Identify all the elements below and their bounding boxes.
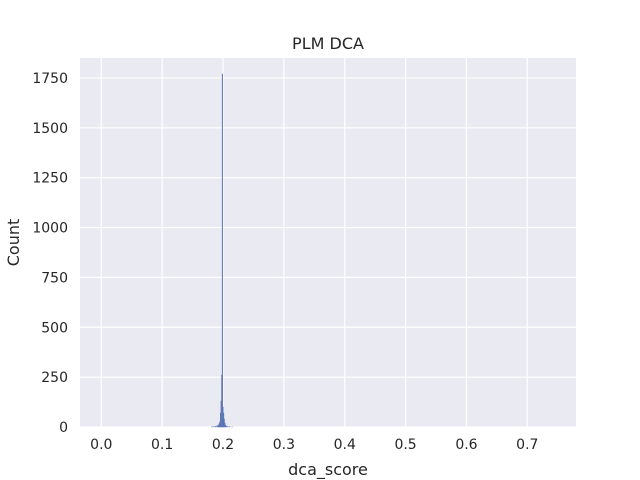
y-tick-label: 500 (41, 320, 68, 336)
y-tick-label: 1500 (32, 121, 68, 137)
y-axis-ticks: 0 250 500 750 1000 1250 1500 1750 (32, 71, 68, 436)
x-tick-label: 0.4 (334, 437, 356, 453)
y-axis-label: Count (4, 219, 23, 267)
x-tick-label: 0.6 (455, 437, 477, 453)
x-tick-label: 0.7 (516, 437, 538, 453)
x-tick-label: 0.2 (212, 437, 234, 453)
x-axis-label: dca_score (288, 460, 368, 480)
x-tick-label: 0.0 (90, 437, 112, 453)
histogram-bar (221, 73, 223, 428)
histogram-bar (215, 426, 217, 428)
y-tick-label: 0 (59, 420, 68, 436)
histogram-bar (226, 425, 228, 428)
x-axis-ticks: 0.0 0.1 0.2 0.3 0.4 0.5 0.6 0.7 (90, 437, 538, 453)
chart-title: PLM DCA (292, 34, 364, 53)
plot-area (80, 58, 576, 427)
y-tick-label: 250 (41, 370, 68, 386)
x-tick-label: 0.1 (151, 437, 173, 453)
histogram-bar (216, 425, 218, 428)
grid-lines (80, 58, 576, 428)
histogram-bar (227, 426, 229, 428)
x-tick-label: 0.3 (273, 437, 295, 453)
y-tick-label: 750 (41, 270, 68, 286)
histogram-bar (213, 426, 215, 428)
y-tick-label: 1750 (32, 71, 68, 87)
histogram-bars (211, 73, 233, 428)
histogram-bar (224, 424, 226, 428)
x-tick-label: 0.5 (394, 437, 416, 453)
y-tick-label: 1250 (32, 171, 68, 187)
y-tick-label: 1000 (32, 221, 68, 237)
